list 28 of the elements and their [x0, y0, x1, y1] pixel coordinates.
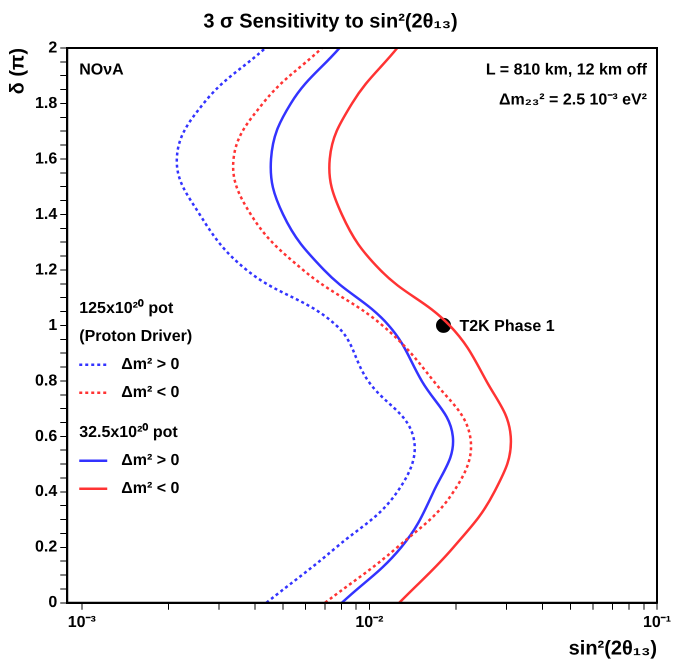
y-tick-label: 0.4: [34, 483, 58, 500]
annotation: NOνA: [79, 61, 124, 78]
annotation: L = 810 km, 12 km off: [486, 61, 648, 78]
y-tick-label: 0.2: [34, 538, 58, 556]
y-tick-label: 1: [48, 316, 58, 334]
y-tick-label: 1.4: [34, 206, 58, 223]
legend-label: Δm² < 0: [121, 384, 180, 402]
y-tick-label: 1.6: [34, 150, 58, 168]
y-tick-label: 2: [48, 39, 58, 56]
y-tick-label: 1.8: [34, 94, 58, 112]
legend-label: Δm² < 0: [121, 480, 180, 498]
chart-title: 3 σ Sensitivity to sin²(2θ₁₃): [203, 10, 458, 33]
y-tick-label: 0.6: [34, 428, 58, 445]
x-axis-title: sin²(2θ₁₃): [568, 638, 657, 660]
y-tick-label: 0.8: [34, 372, 58, 390]
annotation: 125x10²⁰ pot: [79, 299, 174, 318]
annotation: Δm₂₃² = 2.5 10⁻³ eV²: [499, 91, 647, 108]
legend-label: Δm² > 0: [121, 356, 180, 374]
x-tick-label: 10⁻²: [355, 614, 384, 631]
annotation: (Proton Driver): [79, 328, 192, 346]
y-tick-label: 1.2: [34, 261, 58, 278]
y-axis-title: δ (π): [6, 48, 29, 94]
x-tick-label: 10⁻³: [68, 614, 96, 631]
annotation: 32.5x10²⁰ pot: [79, 423, 178, 442]
x-tick-label: 10⁻¹: [642, 614, 672, 631]
legend-label: Δm² > 0: [121, 452, 180, 470]
y-tick-label: 0: [48, 594, 58, 612]
series-label: T2K Phase 1: [460, 318, 555, 335]
